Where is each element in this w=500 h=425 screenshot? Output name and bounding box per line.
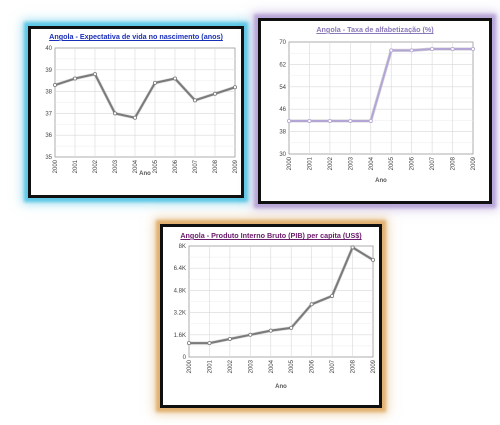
data-point[interactable]: [289, 325, 294, 330]
data-point[interactable]: [307, 118, 312, 123]
chart-panel-literacy-rate: Angola - Taxa de alfabetização (%) 30 38 4…: [258, 18, 492, 204]
x-tick-label: 2005: [289, 359, 295, 373]
y-tick-label: 35: [45, 155, 52, 161]
x-tick-label: 2001: [73, 159, 79, 173]
data-point[interactable]: [370, 257, 375, 262]
data-point[interactable]: [212, 91, 217, 96]
data-point[interactable]: [186, 341, 191, 346]
x-tick-label: 2001: [207, 359, 213, 373]
x-tick-label: 2003: [248, 359, 254, 373]
y-tick-label: 1.6K: [174, 333, 186, 339]
y-tick-label: 38: [45, 90, 52, 96]
x-tick-label: 2002: [328, 156, 334, 170]
x-tick-label: 2008: [351, 359, 357, 373]
x-tick-label: 2000: [53, 159, 59, 173]
data-point[interactable]: [389, 48, 394, 53]
line-chart-life-expectancy: 35 36 37 38 39 40 2000 2001 2002 2003 2004 2005 2006…: [45, 46, 239, 177]
y-tick-label: 40: [45, 46, 52, 52]
data-point[interactable]: [227, 336, 232, 341]
y-tick-label: 4.8K: [174, 288, 186, 294]
y-tick-label: 39: [45, 68, 52, 74]
data-point[interactable]: [430, 46, 435, 51]
y-tick-label: 6.4K: [174, 266, 186, 272]
y-tick-label: 30: [279, 152, 286, 158]
data-point[interactable]: [232, 85, 237, 90]
data-point[interactable]: [207, 341, 212, 346]
x-tick-label: 2007: [193, 159, 199, 173]
chart-title[interactable]: Angola - Expectativa de vida no nascimen…: [49, 32, 223, 41]
data-point[interactable]: [133, 115, 138, 120]
data-point[interactable]: [350, 245, 355, 250]
x-tick-label: 2005: [153, 159, 159, 173]
data-point[interactable]: [172, 76, 177, 81]
line-chart-literacy-rate: 30 38 46 54 62 70 2000 2001 2002 2003 2004 2005 2006…: [279, 40, 477, 184]
y-tick-label: 3.2K: [174, 311, 186, 317]
y-tick-label: 70: [279, 40, 286, 46]
x-tick-label: 2008: [213, 159, 219, 173]
chart-panel-life-expectancy: Angola - Expectativa de vida no nascimen…: [28, 26, 244, 198]
data-point[interactable]: [113, 111, 118, 116]
x-tick-label: 2004: [369, 156, 375, 170]
x-tick-label: 2004: [269, 359, 275, 373]
data-point[interactable]: [248, 332, 253, 337]
series-line: [54, 73, 236, 119]
x-tick-label: 2005: [389, 156, 395, 170]
x-tick-label: 2009: [233, 159, 239, 173]
line-chart-gdp-per-capita: 0 1.6K 3.2K 4.8K 6.4K 8K 2000 2001 2002 2003 2004 2…: [174, 244, 377, 390]
data-point[interactable]: [368, 118, 373, 123]
series-line: [189, 246, 374, 345]
data-point[interactable]: [192, 98, 197, 103]
y-tick-label: 38: [279, 130, 286, 136]
chart-title[interactable]: Angola - Taxa de alfabetização (%): [316, 25, 434, 34]
x-tick-label: 2008: [451, 156, 457, 170]
data-point[interactable]: [327, 118, 332, 123]
y-tick-label: 37: [45, 111, 52, 117]
chart-panel-gdp-per-capita: Angola - Produto Interno Bruto (PIB) per…: [160, 224, 382, 408]
x-tick-label: 2007: [430, 156, 436, 170]
x-tick-label: 2003: [348, 156, 354, 170]
y-tick-label: 54: [279, 85, 286, 91]
x-tick-label: 2004: [133, 159, 139, 173]
x-tick-label: 2006: [173, 159, 179, 173]
data-point[interactable]: [470, 46, 475, 51]
x-tick-label: 2000: [287, 156, 293, 170]
data-point[interactable]: [153, 80, 158, 85]
data-point[interactable]: [309, 302, 314, 307]
x-tick-label: 2001: [307, 156, 313, 170]
data-point[interactable]: [268, 328, 273, 333]
y-tick-label: 36: [45, 133, 52, 139]
data-point[interactable]: [348, 118, 353, 123]
data-point[interactable]: [450, 46, 455, 51]
data-point[interactable]: [330, 293, 335, 298]
x-axis-title: Ano: [375, 178, 387, 184]
x-tick-label: 2002: [93, 159, 99, 173]
series-line: [289, 48, 473, 122]
y-tick-label: 46: [279, 107, 286, 113]
data-point[interactable]: [52, 83, 57, 88]
x-tick-label: 2000: [187, 359, 193, 373]
y-tick-label: 0: [183, 355, 187, 361]
x-tick-label: 2002: [228, 359, 234, 373]
x-tick-label: 2007: [330, 359, 336, 373]
y-tick-label: 8K: [179, 244, 186, 250]
x-axis-title: Ano: [139, 171, 151, 177]
x-axis-title: Ano: [275, 384, 287, 390]
x-tick-label: 2009: [371, 359, 377, 373]
x-tick-label: 2003: [113, 159, 119, 173]
x-tick-label: 2009: [471, 156, 477, 170]
data-point[interactable]: [73, 76, 78, 81]
chart-title[interactable]: Angola - Produto Interno Bruto (PIB) per…: [180, 231, 362, 240]
x-tick-label: 2006: [310, 359, 316, 373]
data-point[interactable]: [409, 48, 414, 53]
data-point[interactable]: [286, 118, 291, 123]
y-tick-label: 62: [279, 62, 286, 68]
data-point[interactable]: [93, 72, 98, 77]
x-tick-label: 2006: [410, 156, 416, 170]
